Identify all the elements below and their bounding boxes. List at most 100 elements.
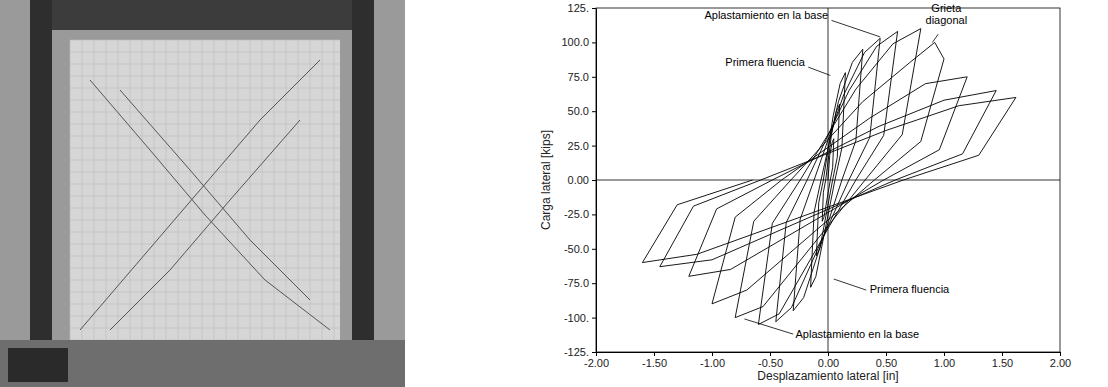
photo-grid-line <box>310 40 311 340</box>
photo-column <box>352 0 374 387</box>
y-tick-label: -75.0 <box>564 277 589 289</box>
photo-wall <box>70 40 340 340</box>
y-tick-mark <box>592 352 596 353</box>
x-tick: 0.00 <box>818 352 839 369</box>
photo-grid-line <box>202 40 203 340</box>
y-tick-label: -100. <box>564 312 589 324</box>
y-tick-label: 75.0 <box>568 71 589 83</box>
photo-grid-line <box>178 40 179 340</box>
photo-grid-line <box>70 244 340 245</box>
photo-grid-line <box>298 40 299 340</box>
photo-wall-grid <box>70 40 340 340</box>
photo-grid-line <box>70 112 340 113</box>
photo-crack <box>80 60 320 330</box>
y-tick: 100.0 <box>561 36 596 48</box>
photo-grid-line <box>190 40 191 340</box>
x-tick-label: 0.50 <box>876 357 897 369</box>
photo-grid-line <box>166 40 167 340</box>
y-tick-mark <box>592 8 596 9</box>
x-tick: 2.00 <box>1050 352 1071 369</box>
y-tick-mark <box>592 111 596 112</box>
x-tick: -0.50 <box>758 352 783 369</box>
y-tick-label: -50.0 <box>564 243 589 255</box>
annotation: Primera fluencia <box>725 56 805 68</box>
photo-grid-line <box>82 40 83 340</box>
photo-grid-line <box>286 40 287 340</box>
y-tick: 0.00 <box>568 174 596 186</box>
photo-base <box>0 340 405 387</box>
y-axis: -125.-100.-75.0-50.0-25.00.0025.050.075.… <box>561 2 596 358</box>
y-tick-mark <box>592 283 596 284</box>
annotation: Aplastamiento en la base <box>796 328 920 340</box>
photo-grid-line <box>70 196 340 197</box>
photo-grid-line <box>70 100 340 101</box>
annotation-arrow <box>834 279 866 290</box>
x-tick-mark <box>712 352 713 356</box>
photo-grid-line <box>70 52 340 53</box>
annotation-arrow <box>808 67 830 75</box>
photo-grid-line <box>70 160 340 161</box>
y-tick-mark <box>592 318 596 319</box>
x-tick-mark <box>944 352 945 356</box>
photo-grid-line <box>250 40 251 340</box>
x-tick: 0.50 <box>876 352 897 369</box>
photo-grid-line <box>106 40 107 340</box>
x-tick-mark <box>1060 352 1061 356</box>
photo-top-beam <box>40 0 370 30</box>
x-tick-label: -1.00 <box>700 357 725 369</box>
y-tick-mark <box>592 180 596 181</box>
annotation: Aplastamiento en la base <box>704 9 828 21</box>
photo-grid-line <box>154 40 155 340</box>
photo-grid-line <box>70 292 340 293</box>
y-tick-label: 100.0 <box>561 36 589 48</box>
photo-background <box>0 0 405 387</box>
photo-grid-line <box>70 88 340 89</box>
x-tick-label: 2.00 <box>1050 357 1071 369</box>
photo-grid-line <box>70 124 340 125</box>
photo-grid-line <box>70 268 340 269</box>
y-tick: 125. <box>568 2 596 14</box>
y-tick: -25.0 <box>564 208 596 220</box>
photo-crack <box>120 90 310 300</box>
y-tick-mark <box>592 42 596 43</box>
x-tick-label: 1.00 <box>934 357 955 369</box>
x-tick: -1.00 <box>700 352 725 369</box>
x-tick-mark <box>828 352 829 356</box>
photo-grid-line <box>322 40 323 340</box>
photo-sign <box>8 348 68 382</box>
annotation: Grietadiagonal <box>926 2 968 26</box>
y-tick-label: 0.00 <box>568 174 589 186</box>
plot-area <box>642 29 1016 325</box>
x-tick-label: 1.50 <box>992 357 1013 369</box>
x-tick-mark <box>596 352 597 356</box>
photo-grid-line <box>70 280 340 281</box>
x-tick: 1.00 <box>934 352 955 369</box>
photo-crack <box>110 120 300 330</box>
photo-grid-line <box>226 40 227 340</box>
photo-grid-line <box>70 256 340 257</box>
y-tick: -75.0 <box>564 277 596 289</box>
figure: -2.00-1.50-1.00-0.500.000.501.001.502.00… <box>0 0 1108 387</box>
photo-grid-line <box>142 40 143 340</box>
photo-grid-line <box>262 40 263 340</box>
x-tick-label: -1.50 <box>642 357 667 369</box>
y-tick-mark <box>592 77 596 78</box>
photo-grid-line <box>274 40 275 340</box>
photo-grid-line <box>334 40 335 340</box>
x-tick: 1.50 <box>992 352 1013 369</box>
photo-grid-line <box>70 40 340 41</box>
photo-grid-line <box>70 232 340 233</box>
photo-grid-line <box>70 136 340 137</box>
y-tick-label: -25.0 <box>564 208 589 220</box>
annotation-arrow <box>932 34 938 42</box>
photo-crack <box>90 80 330 330</box>
y-tick: 50.0 <box>568 105 596 117</box>
x-tick-label: -0.50 <box>758 357 783 369</box>
photo-grid-line <box>118 40 119 340</box>
x-tick: -1.50 <box>642 352 667 369</box>
y-tick-mark <box>592 214 596 215</box>
x-axis-title: Desplazamiento lateral [in] <box>757 369 898 383</box>
y-tick-mark <box>592 249 596 250</box>
photo-column <box>30 0 52 387</box>
photo-grid-line <box>70 40 71 340</box>
